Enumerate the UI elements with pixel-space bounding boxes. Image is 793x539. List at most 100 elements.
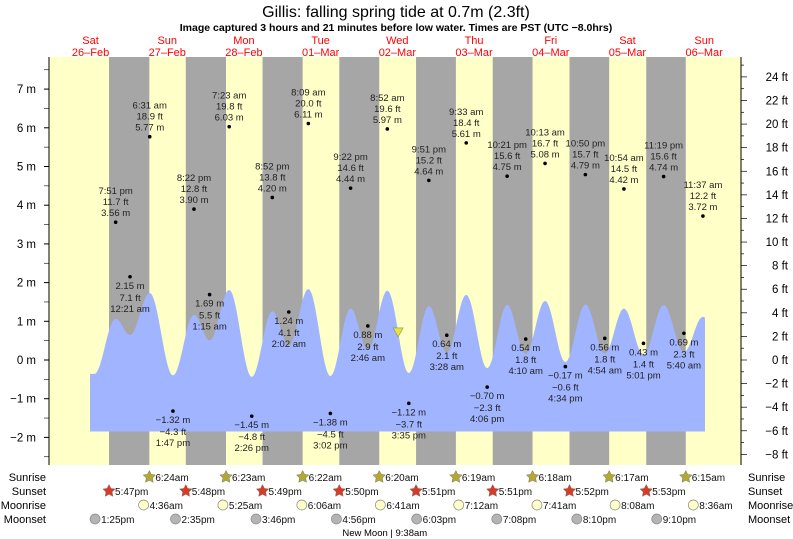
tide-time-label: 7:23 am (212, 91, 246, 102)
moonset-icon (331, 513, 342, 525)
tide-dot (583, 172, 588, 177)
tide-time-label: 4:10 am (509, 366, 543, 377)
tide-time-label: 10:50 pm (566, 139, 606, 150)
tide-time-label: 9:22 pm (333, 152, 367, 163)
sunset-icon (409, 483, 423, 497)
date-label: 06–Mar (686, 47, 724, 59)
sunset-time: 5:48pm (192, 487, 225, 498)
moonrise-time: 8:36am (699, 501, 732, 512)
date-label: 03–Mar (455, 47, 493, 59)
moonset-icon (89, 513, 101, 525)
tide-m-label: 4.75 m (493, 162, 522, 173)
tide-m-label: −0.70 m (470, 391, 505, 402)
sunset-time: 5:51pm (499, 487, 532, 498)
right-axis-tick-label: 6 ft (772, 284, 789, 296)
tide-ft-label: 1.8 ft (515, 355, 536, 366)
tide-ft-label: 13.8 ft (259, 172, 286, 183)
moonrise-time: 7:12am (465, 501, 498, 512)
moonrise-icon (375, 499, 386, 511)
sunset-icon (486, 483, 500, 497)
date-label: 04–Mar (532, 47, 570, 59)
moonrise-time: 6:06am (308, 501, 341, 512)
sunrise-icon (142, 469, 157, 483)
sunrise-time: 6:19am (462, 473, 495, 484)
tide-m-label: 5.97 m (373, 115, 402, 126)
low-tide-point: 1.24 m4.1 ft2:02 am (272, 310, 306, 350)
tide-m-label: 4.44 m (336, 174, 365, 185)
moonset-icon (651, 513, 663, 525)
low-tide-point: 0.69 m2.3 ft5:40 am (667, 331, 701, 371)
tide-dot (682, 331, 686, 336)
sunset-time: 5:50pm (345, 487, 378, 498)
tide-time-label: 5:40 am (667, 360, 701, 371)
tide-ft-label: −2.3 ft (474, 403, 501, 414)
sunset-row-label: Sunset (12, 486, 46, 498)
tide-ft-label: 15.7 ft (572, 150, 599, 161)
tide-dot (207, 292, 212, 297)
left-axis-tick-label: 0 m (17, 355, 36, 367)
tide-m-label: −1.32 m (156, 415, 191, 426)
moonset-icon (250, 513, 262, 525)
sunrise-icon (679, 469, 693, 483)
moonset-time: 2:35pm (182, 515, 215, 526)
tide-m-label: 4.79 m (571, 161, 600, 172)
tide-dot (306, 121, 311, 126)
low-tide-point: −0.70 m−2.3 ft4:06 pm (470, 385, 505, 425)
moonset-time: 4:56pm (342, 515, 375, 526)
moonset-time: 8:10pm (583, 515, 616, 526)
tide-ft-label: 11.7 ft (103, 197, 129, 208)
tide-m-label: 6.11 m (294, 110, 322, 121)
sunrise-icon (525, 469, 540, 483)
moonset-time: 3:46pm (262, 515, 295, 526)
sunset-time: 5:51pm (422, 487, 455, 498)
tide-time-label: 5:01 pm (626, 370, 660, 381)
low-tide-point: −1.45 m−4.8 ft2:26 pm (234, 414, 269, 454)
moonrise-icon (453, 499, 465, 511)
day-of-week-label: Mon (233, 35, 254, 47)
tide-m-label: 1.69 m (195, 299, 224, 310)
moonrise-icon (296, 499, 308, 511)
right-axis-tick-label: 16 ft (766, 166, 789, 178)
sunrise-icon (295, 469, 310, 483)
tide-ft-label: 4.1 ft (278, 328, 299, 339)
tide-m-label: −0.17 m (548, 371, 583, 382)
tide-time-label: 3:28 am (430, 362, 464, 373)
left-axis-tick-label: 6 m (17, 123, 36, 135)
left-axis-tick-label: 2 m (17, 278, 36, 290)
tide-m-label: 0.88 m (353, 330, 382, 341)
tide-time-label: 1:15 am (192, 322, 226, 333)
day-of-week-label: Thu (465, 35, 484, 47)
tide-time-label: 7:51 pm (98, 186, 132, 197)
day-of-week-label: Sun (157, 35, 177, 47)
tide-m-label: 0.43 m (629, 347, 658, 358)
tide-ft-label: 15.6 ft (650, 152, 677, 163)
tide-dot (523, 337, 528, 341)
tide-ft-label: 12.2 ft (690, 191, 717, 202)
tide-ft-label: 14.6 ft (337, 163, 364, 174)
left-axis-tick-label: 4 m (17, 200, 36, 212)
right-axis-tick-label: 24 ft (766, 72, 789, 84)
moonrise-icon (687, 499, 699, 511)
almanac: Sunrise Sunrise 6:24am 6:23am 6:22am 6:20am 6:… (1, 469, 793, 539)
moonrise-time: 7:41am (543, 501, 576, 512)
moonrise-icon (138, 499, 149, 511)
tide-dot (505, 174, 509, 178)
moonset-row-label: Moonset (4, 514, 46, 526)
moonrise-icon (609, 499, 621, 511)
date-label: 01–Mar (302, 47, 340, 59)
sunrise-icon (219, 469, 233, 483)
date-labels: Sat26–FebSun27–FebMon28–FebTue01–MarWed0… (72, 35, 723, 59)
tide-dot (227, 124, 231, 129)
tide-ft-label: 12.8 ft (181, 184, 208, 195)
moonrise-row-label-right: Moonrise (748, 500, 793, 512)
tide-time-label: 6:31 am (133, 101, 167, 112)
tide-ft-label: 20.0 ft (295, 99, 322, 110)
right-axis-tick-label: 4 ft (772, 308, 789, 320)
